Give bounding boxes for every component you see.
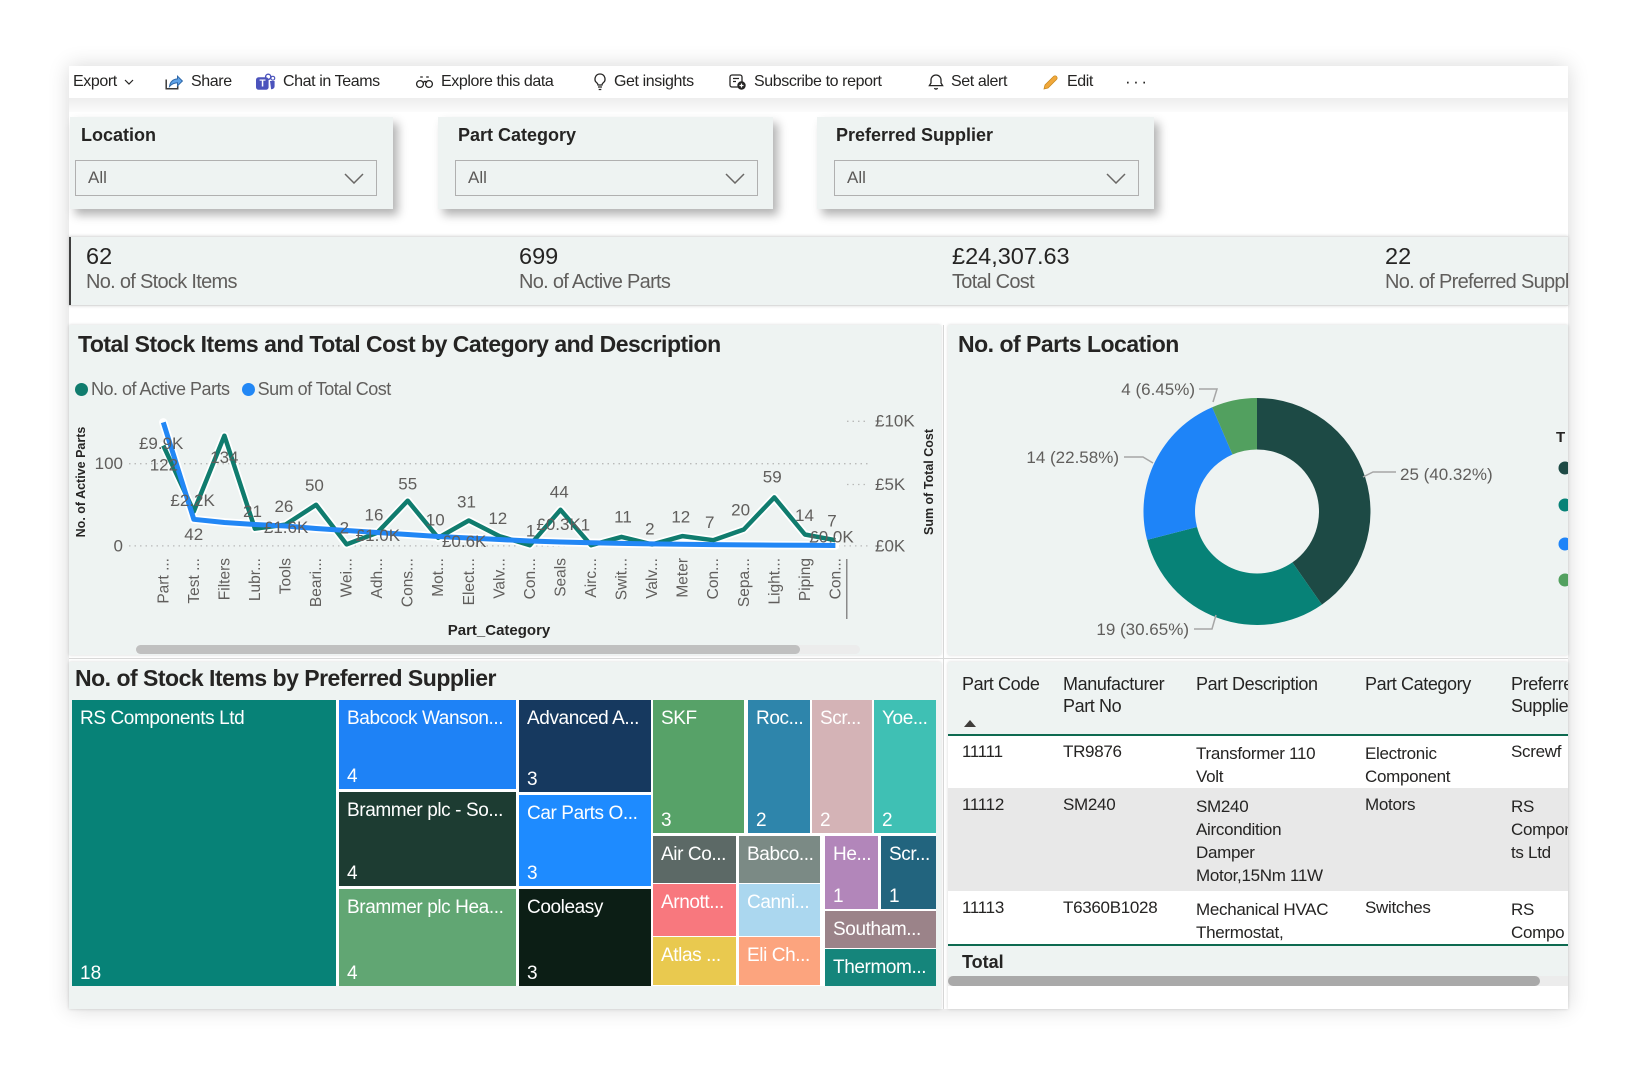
svg-text:25 (40.32%): 25 (40.32%): [1400, 465, 1493, 484]
svg-text:Meter: Meter: [675, 558, 692, 598]
svg-text:10: 10: [426, 511, 445, 530]
svg-text:55: 55: [398, 475, 417, 494]
svg-text:134: 134: [210, 448, 238, 467]
svg-text:Lubr...: Lubr...: [247, 558, 264, 601]
svg-text:Cons...: Cons...: [400, 558, 417, 607]
svg-text:100: 100: [95, 454, 123, 473]
svg-text:2: 2: [645, 520, 654, 539]
svg-text:Test ...: Test ...: [186, 558, 203, 604]
svg-text:Airc...: Airc...: [583, 558, 600, 598]
svg-text:Wei...: Wei...: [339, 558, 356, 597]
svg-text:£2.2K: £2.2K: [170, 491, 215, 510]
svg-text:Tools: Tools: [278, 558, 295, 594]
svg-text:£1.0K: £1.0K: [356, 526, 401, 545]
svg-text:Sepa...: Sepa...: [736, 558, 753, 607]
svg-text:1: 1: [581, 516, 590, 535]
svg-text:£0.0K: £0.0K: [809, 528, 854, 547]
svg-text:£0.3K: £0.3K: [536, 515, 581, 534]
svg-text:£5K: £5K: [875, 475, 906, 494]
svg-text:59: 59: [763, 467, 782, 486]
svg-text:Seals: Seals: [553, 558, 570, 597]
svg-text:Valv...: Valv...: [644, 558, 661, 599]
svg-text:11: 11: [614, 507, 632, 526]
svg-text:50: 50: [305, 476, 324, 495]
svg-text:26: 26: [274, 497, 293, 516]
svg-text:7: 7: [705, 513, 714, 532]
svg-text:No. of Active Parts: No. of Active Parts: [74, 427, 88, 538]
svg-text:Light...: Light...: [766, 558, 783, 605]
svg-text:Part_Category: Part_Category: [448, 622, 551, 639]
svg-text:£10K: £10K: [875, 412, 915, 431]
svg-text:Adh...: Adh...: [369, 558, 386, 599]
svg-text:31: 31: [457, 493, 476, 512]
svg-text:2: 2: [340, 519, 349, 538]
svg-text:T: T: [1556, 429, 1565, 446]
svg-text:1: 1: [526, 521, 535, 540]
svg-text:42: 42: [184, 525, 203, 544]
svg-text:Swit...: Swit...: [614, 558, 631, 600]
svg-text:£1.6K: £1.6K: [264, 518, 309, 537]
svg-text:21: 21: [243, 502, 262, 521]
svg-text:£0.6K: £0.6K: [442, 532, 487, 551]
svg-text:Piping: Piping: [797, 558, 814, 601]
svg-text:Mot...: Mot...: [430, 558, 447, 597]
svg-text:44: 44: [550, 483, 569, 502]
svg-text:T: T: [259, 78, 265, 89]
svg-text:Filters: Filters: [216, 558, 233, 600]
svg-text:12: 12: [488, 509, 507, 528]
svg-text:Beari...: Beari...: [308, 558, 325, 607]
svg-text:0: 0: [114, 537, 123, 556]
svg-text:Con...: Con...: [705, 558, 722, 599]
svg-text:Valv...: Valv...: [491, 558, 508, 599]
svg-text:Sum of Total Cost: Sum of Total Cost: [922, 428, 936, 535]
svg-text:20: 20: [731, 500, 750, 519]
svg-text:7: 7: [827, 511, 836, 530]
svg-text:12: 12: [671, 507, 690, 526]
svg-text:19 (30.65%): 19 (30.65%): [1096, 620, 1189, 639]
svg-text:122: 122: [150, 456, 178, 475]
svg-text:Elect...: Elect...: [461, 558, 478, 605]
svg-text:£0K: £0K: [875, 537, 906, 556]
svg-text:Part ...: Part ...: [155, 558, 172, 604]
svg-text:14 (22.58%): 14 (22.58%): [1026, 448, 1119, 467]
svg-text:16: 16: [365, 506, 384, 525]
svg-text:Con...: Con...: [827, 558, 844, 599]
svg-text:4 (6.45%): 4 (6.45%): [1121, 380, 1195, 399]
svg-text:£9.9K: £9.9K: [139, 434, 184, 453]
svg-text:Con...: Con...: [522, 558, 539, 599]
svg-text:14: 14: [795, 506, 814, 525]
